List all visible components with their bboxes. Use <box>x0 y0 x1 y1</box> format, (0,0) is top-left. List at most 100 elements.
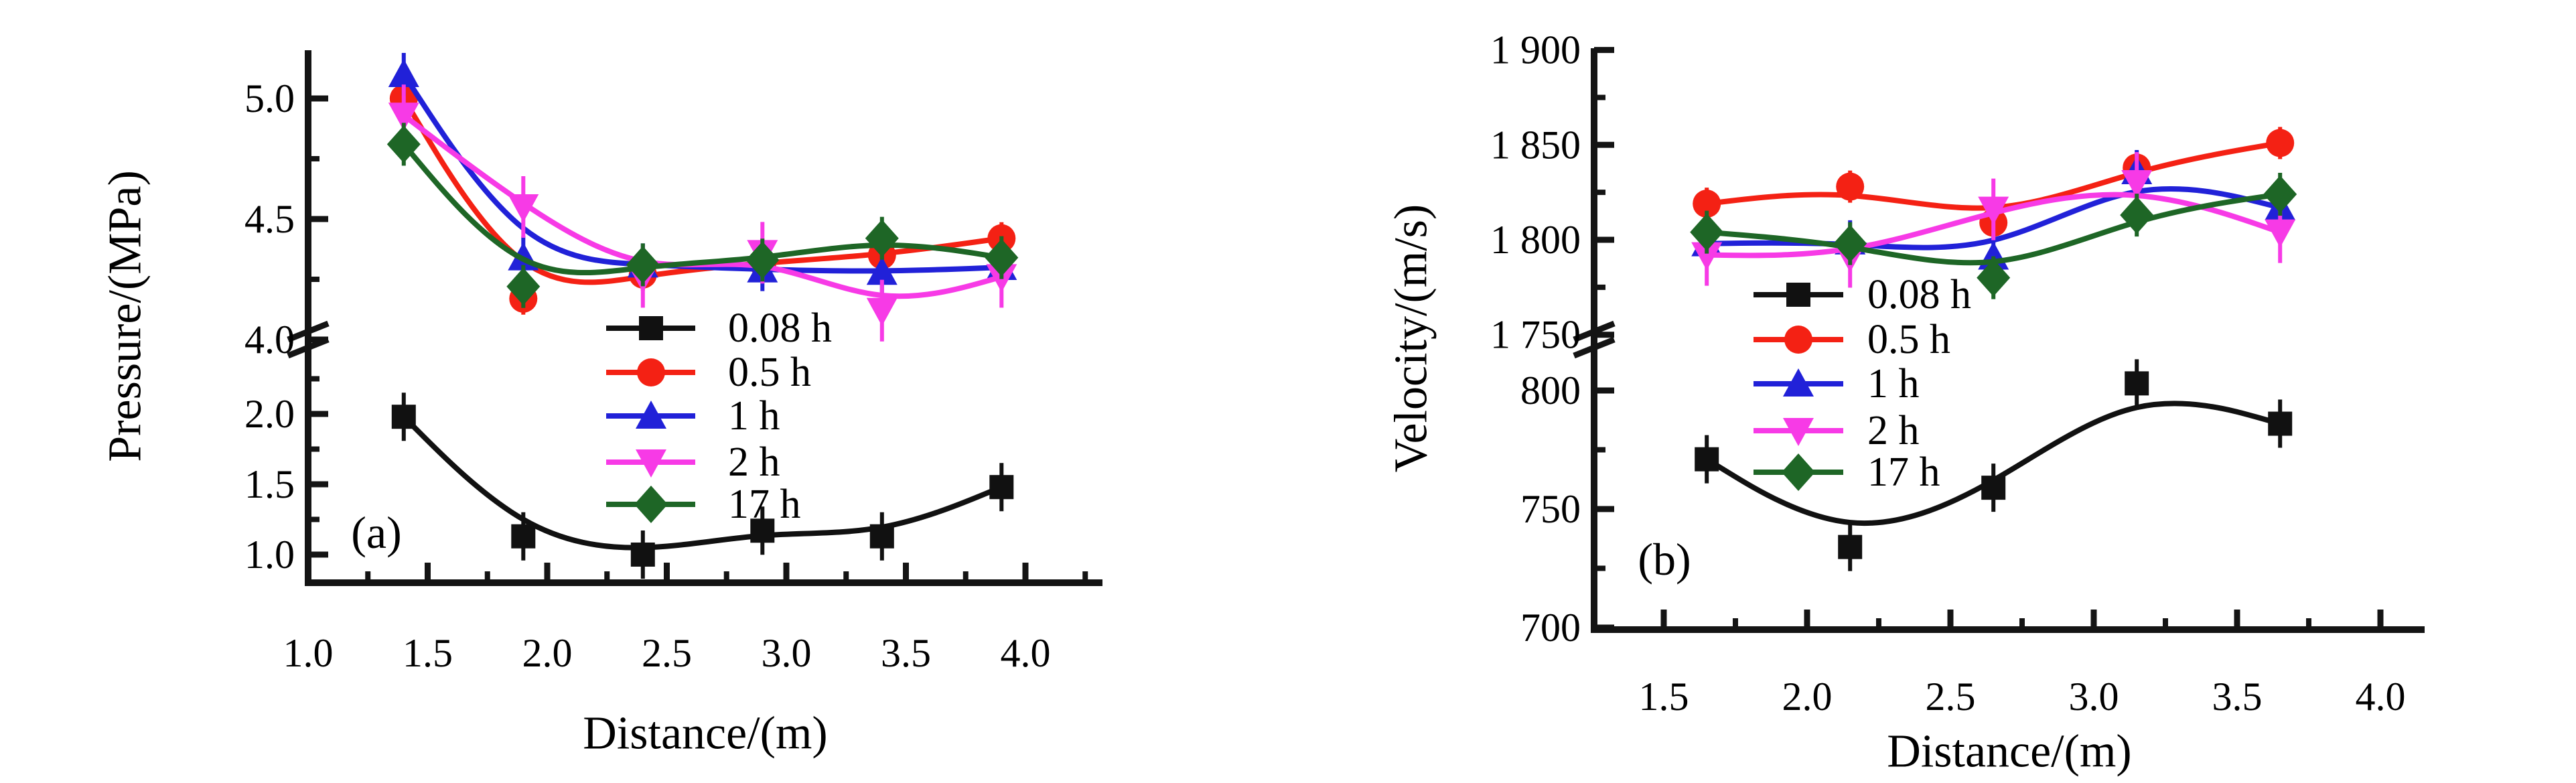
triangle-up-marker-icon <box>388 59 419 87</box>
series-line <box>401 96 1005 285</box>
legend-item-0-08-h: 0.08 h <box>1754 272 1971 317</box>
x-tick-label: 3.5 <box>2212 674 2263 719</box>
series-line <box>401 414 1005 551</box>
diamond-marker-icon <box>1977 259 2011 297</box>
series-17-h <box>386 123 1019 308</box>
series-line <box>401 141 1005 276</box>
x-tick-label: 1.5 <box>1639 674 1689 719</box>
legend-item-17-h: 17 h <box>1754 449 1940 495</box>
circle-marker-icon <box>1693 190 1721 218</box>
square-marker-icon <box>1981 476 2006 500</box>
circle-marker-icon <box>1836 172 1865 201</box>
square-marker-icon <box>2268 411 2293 436</box>
legend-item-0-08-h: 0.08 h <box>606 305 832 351</box>
legend-label: 1 h <box>1867 361 1920 407</box>
square-marker-icon <box>989 475 1014 500</box>
triangle-up-marker-icon <box>636 401 666 429</box>
panel-a: 1.0 1.5 2.0 2.5 3.0 3.5 4.0 5.0 4.5 4.0 2.0 1.5 1.0 D… <box>100 50 1102 760</box>
legend-label: 2 h <box>1867 408 1920 453</box>
axis-break-icon <box>1573 320 1616 343</box>
x-axis-title: Distance/(m) <box>583 708 827 760</box>
square-marker-icon <box>391 405 416 429</box>
x-tick-label: 1.0 <box>283 631 334 675</box>
y-tick-label: 4.0 <box>244 317 295 362</box>
triangle-down-marker-icon <box>1783 418 1814 446</box>
x-tick-label: 3.5 <box>881 631 931 675</box>
x-tick-label: 4.0 <box>1001 631 1051 675</box>
legend-label: 17 h <box>728 482 801 527</box>
panel-letter: (b) <box>1638 534 1691 585</box>
legend-item-2-h: 2 h <box>606 439 780 485</box>
series-17-h <box>1690 172 2297 299</box>
series-0-08-h <box>1695 359 2293 571</box>
triangle-down-marker-icon <box>866 297 898 326</box>
x-tick-label: 4.0 <box>2356 674 2406 719</box>
triangle-down-marker-icon <box>1691 242 1723 271</box>
diamond-marker-icon <box>634 486 668 523</box>
x-tick-label: 2.0 <box>522 631 573 675</box>
legend-label: 0.08 h <box>1867 272 1971 317</box>
x-axis-title: Distance/(m) <box>1887 726 2131 778</box>
triangle-down-marker-icon <box>636 449 666 478</box>
circle-marker-icon <box>637 358 665 386</box>
diamond-marker-icon <box>2263 175 2297 213</box>
legend-item-17-h: 17 h <box>606 482 801 527</box>
diamond-marker-icon <box>386 125 421 163</box>
axis-break-icon <box>1573 336 1616 359</box>
y-tick-label: 2.0 <box>244 392 295 436</box>
x-tick-label: 2.0 <box>1782 674 1833 719</box>
diamond-marker-icon <box>985 238 1019 277</box>
x-tick-label: 3.0 <box>762 631 812 675</box>
diamond-marker-icon <box>865 219 899 257</box>
legend: 0.08 h0.5 h1 h2 h17 h <box>1754 272 1971 495</box>
square-marker-icon <box>630 543 655 567</box>
panel-letter: (a) <box>351 507 401 558</box>
legend: 0.08 h0.5 h1 h2 h17 h <box>606 305 832 527</box>
y-tick-label: 1 800 <box>1490 218 1581 262</box>
diamond-marker-icon <box>626 246 660 284</box>
legend-label: 17 h <box>1867 449 1940 495</box>
legend-item-0-5-h: 0.5 h <box>1754 317 1950 362</box>
square-marker-icon <box>1786 283 1810 307</box>
x-tick-label: 3.0 <box>2069 674 2119 719</box>
legend-item-0-5-h: 0.5 h <box>606 350 811 395</box>
series-0-5-h <box>389 82 1016 315</box>
triangle-down-marker-icon <box>2121 169 2153 198</box>
y-tick-label: 700 <box>1520 606 1581 650</box>
square-marker-icon <box>639 316 663 340</box>
x-tick-label: 2.5 <box>642 631 692 675</box>
legend-item-1-h: 1 h <box>606 393 780 439</box>
diamond-marker-icon <box>1782 453 1815 491</box>
y-tick-label: 1 750 <box>1490 313 1581 357</box>
axis-break-icon <box>287 320 330 343</box>
x-tick-label: 2.5 <box>1926 674 1976 719</box>
legend-label: 0.08 h <box>728 305 832 351</box>
x-tick-label: 1.5 <box>403 631 453 675</box>
legend-item-2-h: 2 h <box>1754 408 1920 453</box>
square-marker-icon <box>2125 371 2149 396</box>
y-tick-label: 750 <box>1520 487 1581 531</box>
diamond-marker-icon <box>2120 196 2154 234</box>
square-marker-icon <box>1695 447 1719 472</box>
legend-label: 2 h <box>728 439 780 485</box>
diamond-marker-icon <box>745 241 780 279</box>
y-tick-label: 5.0 <box>244 76 295 121</box>
y-tick-label: 1.0 <box>244 532 295 577</box>
diamond-marker-icon <box>1690 213 1724 251</box>
y-axis-title: Velocity/(m/s) <box>1386 204 1437 472</box>
triangle-up-marker-icon <box>866 257 898 285</box>
triangle-down-marker-icon <box>2265 219 2296 248</box>
diamond-marker-icon <box>1833 224 1867 263</box>
square-marker-icon <box>869 524 894 549</box>
triangle-down-marker-icon <box>1978 196 2009 225</box>
y-tick-label: 4.5 <box>244 197 295 241</box>
legend-label: 0.5 h <box>728 350 811 395</box>
y-tick-label: 1 900 <box>1490 28 1581 72</box>
series-2-h <box>388 84 1017 342</box>
legend-item-1-h: 1 h <box>1754 361 1920 407</box>
circle-marker-icon <box>2266 129 2295 157</box>
series-0-08-h <box>391 393 1014 579</box>
square-marker-icon <box>511 524 536 549</box>
